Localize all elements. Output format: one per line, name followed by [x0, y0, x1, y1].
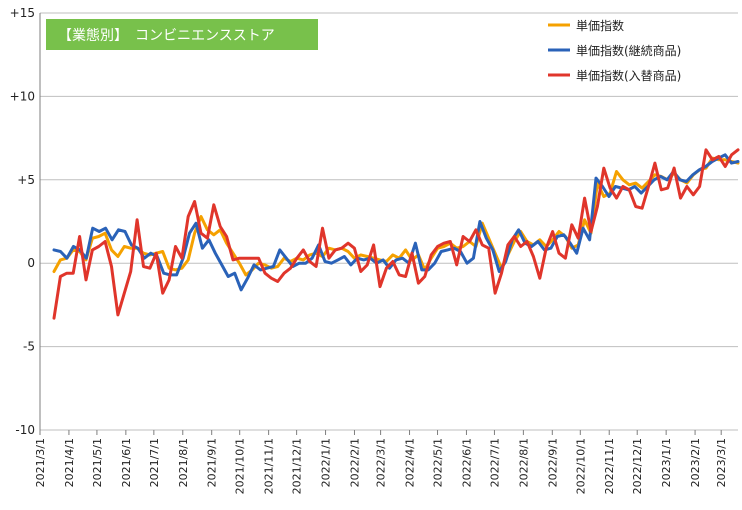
x-tick-label: 2022/9/1 [546, 438, 559, 487]
chart-title: 【業態別】 コンビニエンスストア [58, 28, 275, 44]
chart-title-box: 【業態別】 コンビニエンスストア [46, 19, 318, 50]
x-tick-label: 2022/1/1 [320, 438, 333, 487]
y-tick-label: +15 [10, 6, 35, 20]
x-tick-label: 2023/2/1 [689, 438, 702, 487]
legend-label-1: 単価指数 [576, 18, 624, 33]
x-tick-label: 2021/9/1 [206, 438, 219, 487]
x-tick-label: 2023/3/1 [715, 438, 728, 487]
series-line-3 [52, 148, 740, 320]
x-tick-label: 2022/3/1 [375, 438, 388, 487]
x-tick-label: 2022/7/1 [488, 438, 501, 487]
y-tick-label: 0 [27, 256, 35, 270]
y-tick-label: -10 [15, 423, 35, 437]
x-tick-label: 2021/10/1 [234, 438, 247, 494]
x-tick-label: 2021/11/1 [263, 438, 276, 494]
series-lines [52, 148, 740, 320]
x-tick-label: 2021/4/1 [63, 438, 76, 487]
x-tick-label: 2021/6/1 [120, 438, 133, 487]
y-tick-label: +5 [17, 173, 35, 187]
x-tick-label: 2021/3/1 [34, 438, 47, 487]
legend-label-3: 単価指数(入替商品) [576, 68, 681, 83]
gridlines [40, 12, 738, 431]
x-tick-label: 2022/12/1 [631, 438, 644, 494]
x-tick-label: 2022/2/1 [348, 438, 361, 487]
x-tick-label: 2021/7/1 [148, 438, 161, 487]
chart-title-background [46, 19, 318, 50]
axes: -10 -5 0 +5 +10 +15 2021/3/1 2021/4/1 2021/5/1 20… [10, 6, 729, 494]
x-tick-label: 2022/11/1 [603, 438, 616, 494]
x-tick-label: 2021/12/1 [291, 438, 304, 494]
series-line-1 [52, 156, 740, 277]
x-tick-label: 2022/5/1 [432, 438, 445, 487]
legend-label-2: 単価指数(継続商品) [576, 43, 681, 58]
x-tick-label: 2021/5/1 [91, 438, 104, 487]
y-tick-label: -5 [23, 340, 35, 354]
x-tick-label: 2022/4/1 [404, 438, 417, 487]
x-tick-label: 2023/1/1 [660, 438, 673, 487]
x-tick-label: 2022/10/1 [574, 438, 587, 494]
x-tick-label: 2022/6/1 [460, 438, 473, 487]
x-tick-label: 2021/8/1 [177, 438, 190, 487]
x-tick-label: 2022/8/1 [517, 438, 530, 487]
y-tick-label: +10 [10, 89, 35, 103]
